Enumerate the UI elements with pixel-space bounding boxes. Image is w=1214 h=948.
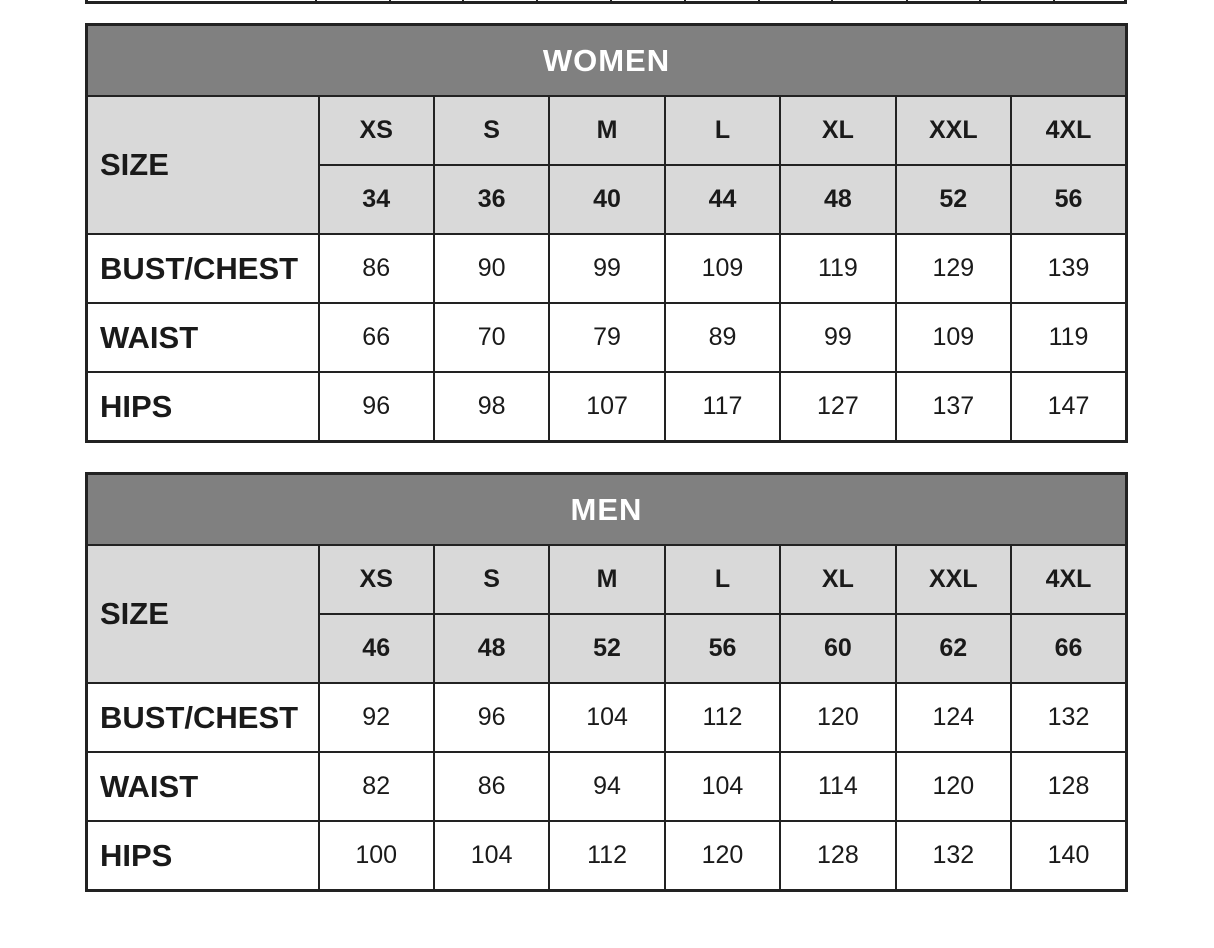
measure-value: 119 — [1010, 302, 1128, 373]
size-number: 60 — [779, 613, 897, 684]
measure-value: 99 — [779, 302, 897, 373]
size-letter: S — [432, 95, 551, 166]
measure-value: 114 — [779, 751, 897, 822]
measure-value: 139 — [1010, 233, 1128, 304]
measure-value: 86 — [432, 751, 551, 822]
size-number: 62 — [894, 613, 1013, 684]
measure-value: 119 — [779, 233, 897, 304]
measure-value: 112 — [548, 820, 666, 892]
measure-value: 66 — [317, 302, 435, 373]
size-letter: S — [432, 544, 551, 615]
measure-value: 132 — [894, 820, 1013, 892]
measure-value: 120 — [894, 751, 1013, 822]
measure-value: 107 — [548, 371, 666, 443]
measure-value: 104 — [548, 682, 666, 753]
size-number: 56 — [1010, 164, 1128, 235]
size-chart-women: WOMEN SIZE XS S M L XL XXL 4XL 34 36 40 44 48 52 56 BUS… — [85, 23, 1128, 443]
size-number: 40 — [548, 164, 666, 235]
size-number-row: 34 36 40 44 48 52 56 — [87, 164, 1128, 235]
measure-value: 112 — [663, 682, 782, 753]
size-letter: XL — [779, 544, 897, 615]
measure-label: WAIST — [85, 751, 320, 822]
size-letter: XS — [317, 95, 435, 166]
measure-value: 132 — [1010, 682, 1128, 753]
size-number-row: 46 48 52 56 60 62 66 — [87, 613, 1128, 684]
size-letter: XS — [317, 544, 435, 615]
measure-label: BUST/CHEST — [85, 233, 320, 304]
previous-table-bottom-edge — [85, 0, 1127, 4]
measure-value: 100 — [317, 820, 435, 892]
size-letter: M — [548, 95, 666, 166]
measure-value: 109 — [663, 233, 782, 304]
size-label: SIZE — [85, 544, 320, 684]
size-letter: 4XL — [1010, 95, 1128, 166]
measure-value: 82 — [317, 751, 435, 822]
size-letter-row: SIZE XS S M L XL XXL 4XL — [85, 95, 1128, 235]
size-letter: L — [663, 95, 782, 166]
measure-value: 92 — [317, 682, 435, 753]
measure-value: 89 — [663, 302, 782, 373]
measure-value: 90 — [432, 233, 551, 304]
measure-value: 86 — [317, 233, 435, 304]
size-label: SIZE — [85, 95, 320, 235]
size-number: 36 — [432, 164, 551, 235]
measure-value: 128 — [1010, 751, 1128, 822]
measure-value: 128 — [779, 820, 897, 892]
measure-value: 147 — [1010, 371, 1128, 443]
size-letter: L — [663, 544, 782, 615]
size-number: 48 — [779, 164, 897, 235]
size-number: 52 — [548, 613, 666, 684]
measure-value: 96 — [317, 371, 435, 443]
measure-label: BUST/CHEST — [85, 682, 320, 753]
size-number: 44 — [663, 164, 782, 235]
table-row: HIPS 96 98 107 117 127 137 147 — [85, 371, 1128, 443]
table-row: HIPS 100 104 112 120 128 132 140 — [85, 820, 1128, 892]
measure-value: 104 — [663, 751, 782, 822]
measure-value: 120 — [663, 820, 782, 892]
measure-value: 140 — [1010, 820, 1128, 892]
measure-value: 129 — [894, 233, 1013, 304]
table-title: WOMEN — [85, 23, 1128, 97]
measure-value: 70 — [432, 302, 551, 373]
size-letter: XL — [779, 95, 897, 166]
measure-value: 79 — [548, 302, 666, 373]
measure-label: WAIST — [85, 302, 320, 373]
measure-value: 127 — [779, 371, 897, 443]
size-number: 34 — [317, 164, 435, 235]
size-letter: 4XL — [1010, 544, 1128, 615]
measure-value: 124 — [894, 682, 1013, 753]
size-number: 46 — [317, 613, 435, 684]
table-row: BUST/CHEST 92 96 104 112 120 124 132 — [85, 682, 1128, 753]
measure-value: 94 — [548, 751, 666, 822]
size-letter: XXL — [894, 95, 1013, 166]
measure-value: 137 — [894, 371, 1013, 443]
size-number: 66 — [1010, 613, 1128, 684]
table-row: BUST/CHEST 86 90 99 109 119 129 139 — [85, 233, 1128, 304]
measure-label: HIPS — [85, 820, 320, 892]
size-chart-men: MEN SIZE XS S M L XL XXL 4XL 46 48 52 56 60 62 66 BUST/… — [85, 472, 1128, 892]
size-number: 48 — [432, 613, 551, 684]
size-number: 52 — [894, 164, 1013, 235]
size-letter-row: SIZE XS S M L XL XXL 4XL — [85, 544, 1128, 684]
size-number: 56 — [663, 613, 782, 684]
table-title: MEN — [85, 472, 1128, 546]
measure-label: HIPS — [85, 371, 320, 443]
table-row: WAIST 66 70 79 89 99 109 119 — [85, 302, 1128, 373]
measure-value: 120 — [779, 682, 897, 753]
measure-value: 98 — [432, 371, 551, 443]
table-row: WAIST 82 86 94 104 114 120 128 — [85, 751, 1128, 822]
size-letter: M — [548, 544, 666, 615]
measure-value: 99 — [548, 233, 666, 304]
measure-value: 96 — [432, 682, 551, 753]
measure-value: 104 — [432, 820, 551, 892]
measure-value: 117 — [663, 371, 782, 443]
size-letter: XXL — [894, 544, 1013, 615]
measure-value: 109 — [894, 302, 1013, 373]
